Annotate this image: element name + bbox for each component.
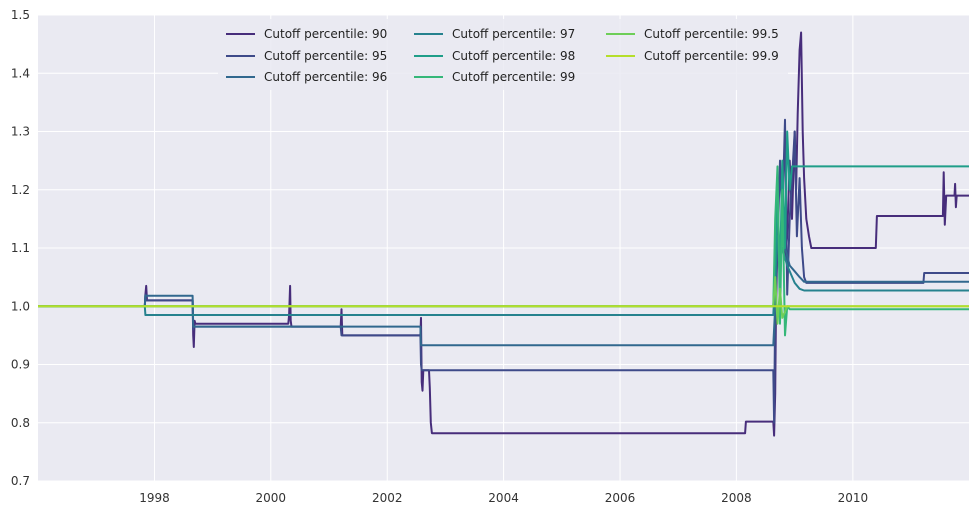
x-tick-label: 2002 — [372, 491, 403, 505]
x-axis-ticks: 1998 2000 2002 2004 2006 2008 2010 — [139, 491, 868, 505]
grid — [38, 14, 969, 482]
x-tick-label: 2008 — [721, 491, 752, 505]
y-tick-label: 1.0 — [11, 299, 30, 313]
series-line-0 — [38, 31, 969, 437]
y-tick-label: 0.7 — [11, 474, 30, 488]
y-tick-label: 1.3 — [11, 125, 30, 139]
legend-label: Cutoff percentile: 98 — [452, 49, 575, 63]
y-tick-label: 1.4 — [11, 66, 30, 80]
legend-label: Cutoff percentile: 99 — [452, 70, 575, 84]
legend-label: Cutoff percentile: 99.9 — [644, 49, 779, 63]
y-axis-ticks: 0.7 0.8 0.9 1.0 1.1 1.2 1.3 1.4 1.5 — [11, 8, 30, 488]
legend-label: Cutoff percentile: 90 — [264, 27, 387, 41]
legend-label: Cutoff percentile: 95 — [264, 49, 387, 63]
series-line-5 — [38, 165, 969, 337]
legend-label: Cutoff percentile: 97 — [452, 27, 575, 41]
y-tick-label: 1.1 — [11, 241, 30, 255]
x-tick-label: 2004 — [488, 491, 519, 505]
y-tick-label: 1.5 — [11, 8, 30, 22]
legend-label: Cutoff percentile: 96 — [264, 70, 387, 84]
series-lines — [38, 31, 969, 437]
x-tick-label: 2006 — [605, 491, 636, 505]
y-tick-label: 0.9 — [11, 358, 30, 372]
legend-box — [218, 19, 788, 90]
y-tick-label: 1.2 — [11, 183, 30, 197]
legend: Cutoff percentile: 90 Cutoff percentile: … — [218, 19, 788, 90]
y-tick-label: 0.8 — [11, 416, 30, 430]
x-tick-label: 2000 — [256, 491, 287, 505]
x-tick-label: 1998 — [139, 491, 170, 505]
legend-label: Cutoff percentile: 99.5 — [644, 27, 779, 41]
x-tick-label: 2010 — [838, 491, 869, 505]
